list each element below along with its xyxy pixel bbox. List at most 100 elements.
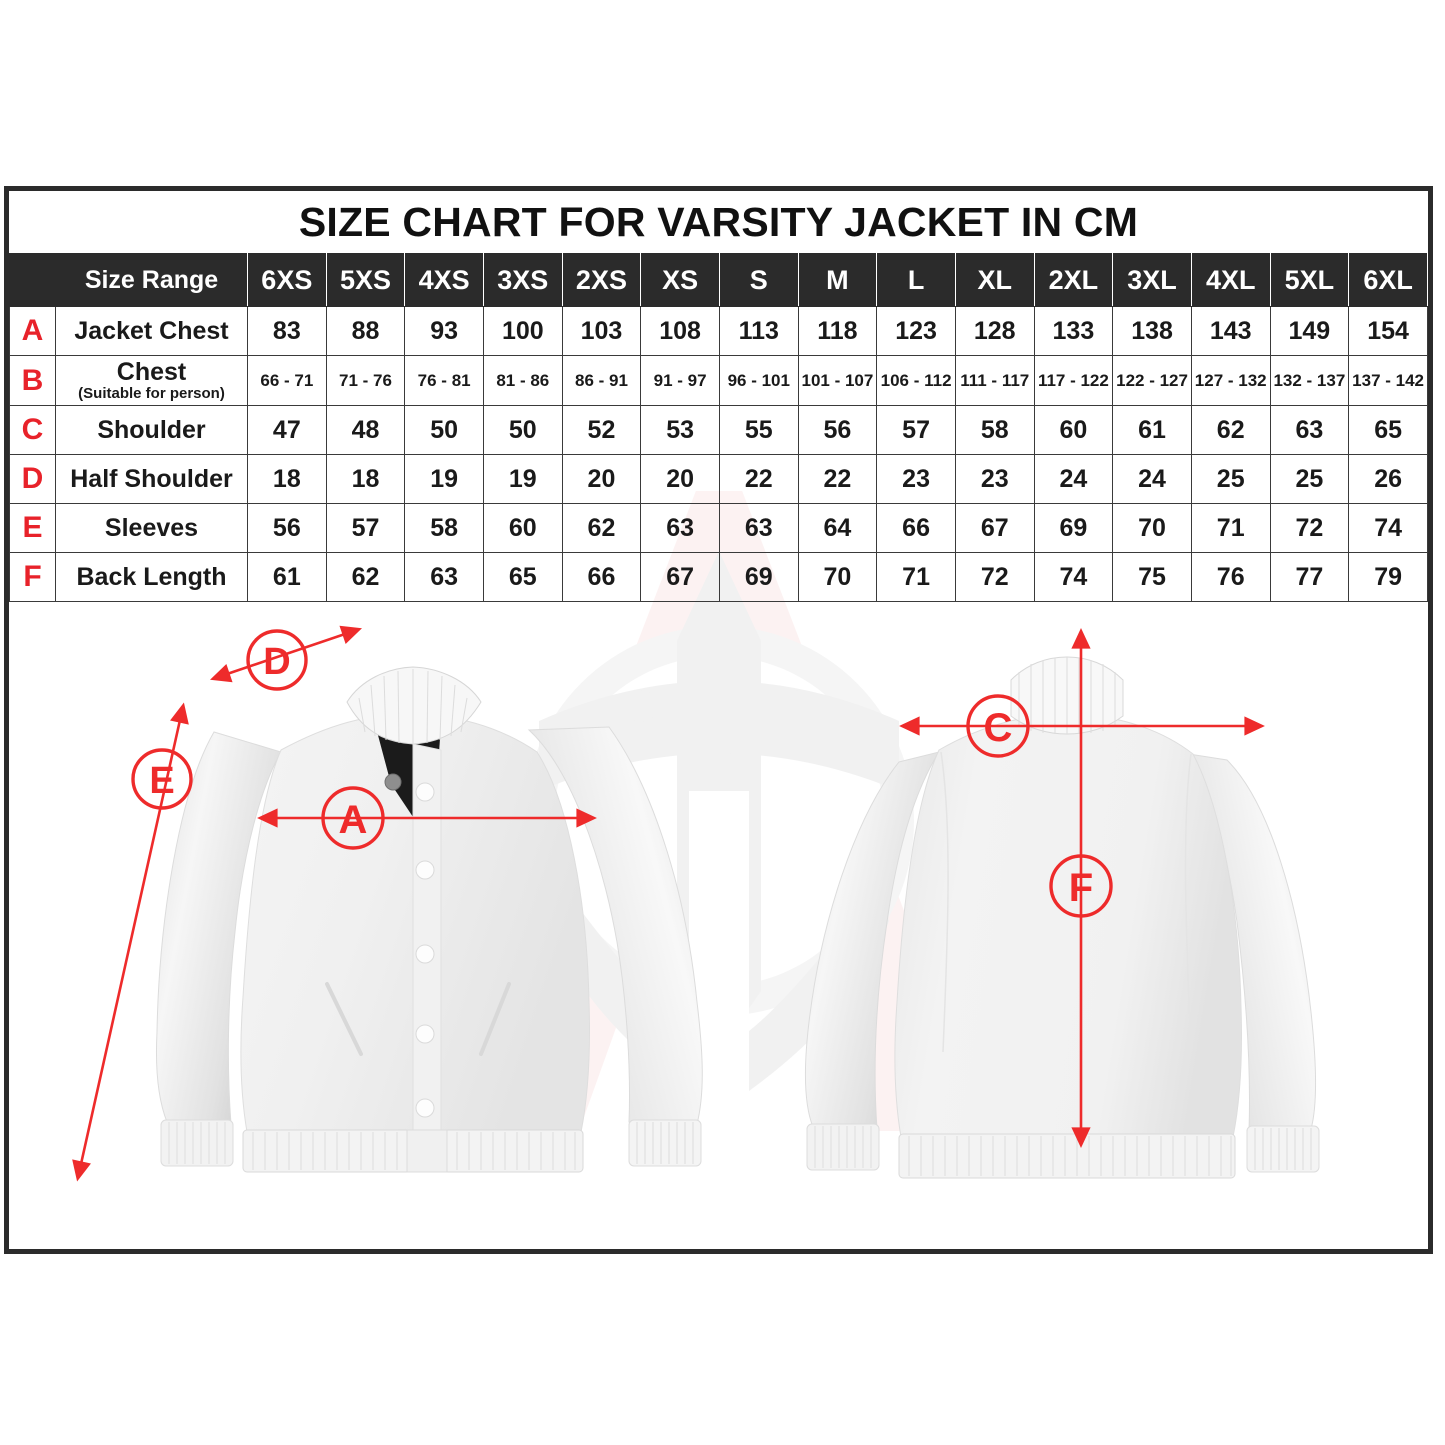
table-row: C Shoulder 47 48 50 50 52 53 55 56 57 58… [9,405,1428,455]
snap-button [415,1024,435,1044]
cell-c-6xl: 65 [1348,405,1428,455]
cell-b-6xs: 66 - 71 [247,355,327,406]
size-header-4xl: 4XL [1190,253,1271,307]
cell-b-4xl: 127 - 132 [1190,355,1271,406]
snap-button [415,1098,435,1118]
size-chart-card: SIZE CHART FOR VARSITY JACKET IN CM Size… [4,186,1433,1254]
cell-a-5xl: 149 [1269,306,1350,356]
cell-d-6xl: 26 [1348,454,1428,504]
cell-f-6xl: 79 [1348,552,1428,602]
marker-circle-f [1049,854,1113,918]
cell-f-6xs: 61 [247,552,327,602]
cell-f-4xs: 63 [404,552,484,602]
cell-a-3xs: 100 [482,306,563,356]
cell-d-s: 22 [718,454,799,504]
size-header-l: L [876,253,956,307]
cell-d-2xs: 20 [561,454,642,504]
cell-f-4xl: 76 [1190,552,1271,602]
table-row: D Half Shoulder 18 18 19 19 20 20 22 22 … [9,454,1428,504]
cell-d-4xl: 25 [1190,454,1271,504]
cell-e-6xs: 56 [247,503,327,553]
cell-c-l: 57 [876,405,956,455]
cell-c-xl: 58 [954,405,1035,455]
cell-e-2xl: 69 [1033,503,1114,553]
size-header-2xl: 2XL [1033,253,1114,307]
size-header-6xs: 6XS [247,253,327,307]
cell-a-4xs: 93 [404,306,484,356]
row-letter-b: B [9,355,56,406]
cell-a-l: 123 [876,306,956,356]
waistband-placket [406,1129,448,1173]
collar-snap-button [384,773,402,791]
cell-e-3xl: 70 [1112,503,1192,553]
row-label-shoulder: Shoulder [55,405,248,455]
cell-e-4xl: 71 [1190,503,1271,553]
cell-b-6xl: 137 - 142 [1348,355,1428,406]
cell-a-5xs: 88 [325,306,406,356]
cell-a-xs: 108 [640,306,720,356]
cell-c-m: 56 [797,405,878,455]
cell-c-3xl: 61 [1112,405,1192,455]
cell-b-3xl: 122 - 127 [1112,355,1192,406]
jacket-diagram-svg: D E A C [72,625,1320,1182]
cell-b-5xs: 71 - 76 [325,355,406,406]
row-letter-e: E [9,503,56,553]
size-table-wrap: Size Range 6XS 5XS 4XS 3XS 2XS XS S M L … [9,253,1428,602]
size-header-3xs: 3XS [482,253,563,307]
front-right-cuff [628,1119,702,1167]
snap-button [415,782,435,802]
cell-c-2xs: 52 [561,405,642,455]
cell-e-5xs: 57 [325,503,406,553]
size-header-5xl: 5XL [1269,253,1350,307]
cell-f-5xs: 62 [325,552,406,602]
cell-f-s: 69 [718,552,799,602]
back-waistband [898,1133,1236,1179]
cell-c-2xl: 60 [1033,405,1114,455]
jacket-illustrations: D E A C [9,602,1428,1249]
cell-b-4xs: 76 - 81 [404,355,484,406]
front-jacket-illustration [156,666,703,1173]
row-label-sub: (Suitable for person) [78,385,225,403]
cell-d-2xl: 24 [1033,454,1114,504]
table-row: B Chest (Suitable for person) 66 - 71 71… [9,355,1428,406]
table-header-row: Size Range 6XS 5XS 4XS 3XS 2XS XS S M L … [9,253,1428,307]
marker-circle-d [246,629,308,691]
cell-a-6xs: 83 [247,306,327,356]
cell-a-s: 113 [718,306,799,356]
cell-a-3xl: 138 [1112,306,1192,356]
cell-c-5xl: 63 [1269,405,1350,455]
cell-d-xs: 20 [640,454,720,504]
row-letter-d: D [9,454,56,504]
cell-e-xs: 63 [640,503,720,553]
cell-f-m: 70 [797,552,878,602]
row-letter-c: C [9,405,56,455]
cell-f-3xl: 75 [1112,552,1192,602]
row-label-half-shoulder: Half Shoulder [55,454,248,504]
cell-d-5xs: 18 [325,454,406,504]
cell-d-5xl: 25 [1269,454,1350,504]
cell-a-4xl: 143 [1190,306,1271,356]
size-header-3xl: 3XL [1112,253,1192,307]
size-header-5xs: 5XS [325,253,406,307]
letter-column-header [9,253,56,307]
size-header-s: S [718,253,799,307]
cell-f-xs: 67 [640,552,720,602]
cell-f-2xs: 66 [561,552,642,602]
cell-c-xs: 53 [640,405,720,455]
cell-e-6xl: 74 [1348,503,1428,553]
row-label-text: Half Shoulder [70,464,233,493]
cell-d-3xl: 24 [1112,454,1192,504]
size-table: Size Range 6XS 5XS 4XS 3XS 2XS XS S M L … [9,253,1428,602]
row-label-text: Chest [116,358,187,386]
measurement-line-e [72,702,189,1182]
cell-b-l: 106 - 112 [876,355,956,406]
cell-b-m: 101 - 107 [797,355,878,406]
cell-b-s: 96 - 101 [718,355,799,406]
cell-f-2xl: 74 [1033,552,1114,602]
row-label-text: Shoulder [97,415,206,444]
cell-c-3xs: 50 [482,405,563,455]
size-header-2xs: 2XS [561,253,642,307]
size-header-xl: XL [954,253,1035,307]
marker-label-a: A [339,798,368,842]
cell-b-2xs: 86 - 91 [561,355,642,406]
